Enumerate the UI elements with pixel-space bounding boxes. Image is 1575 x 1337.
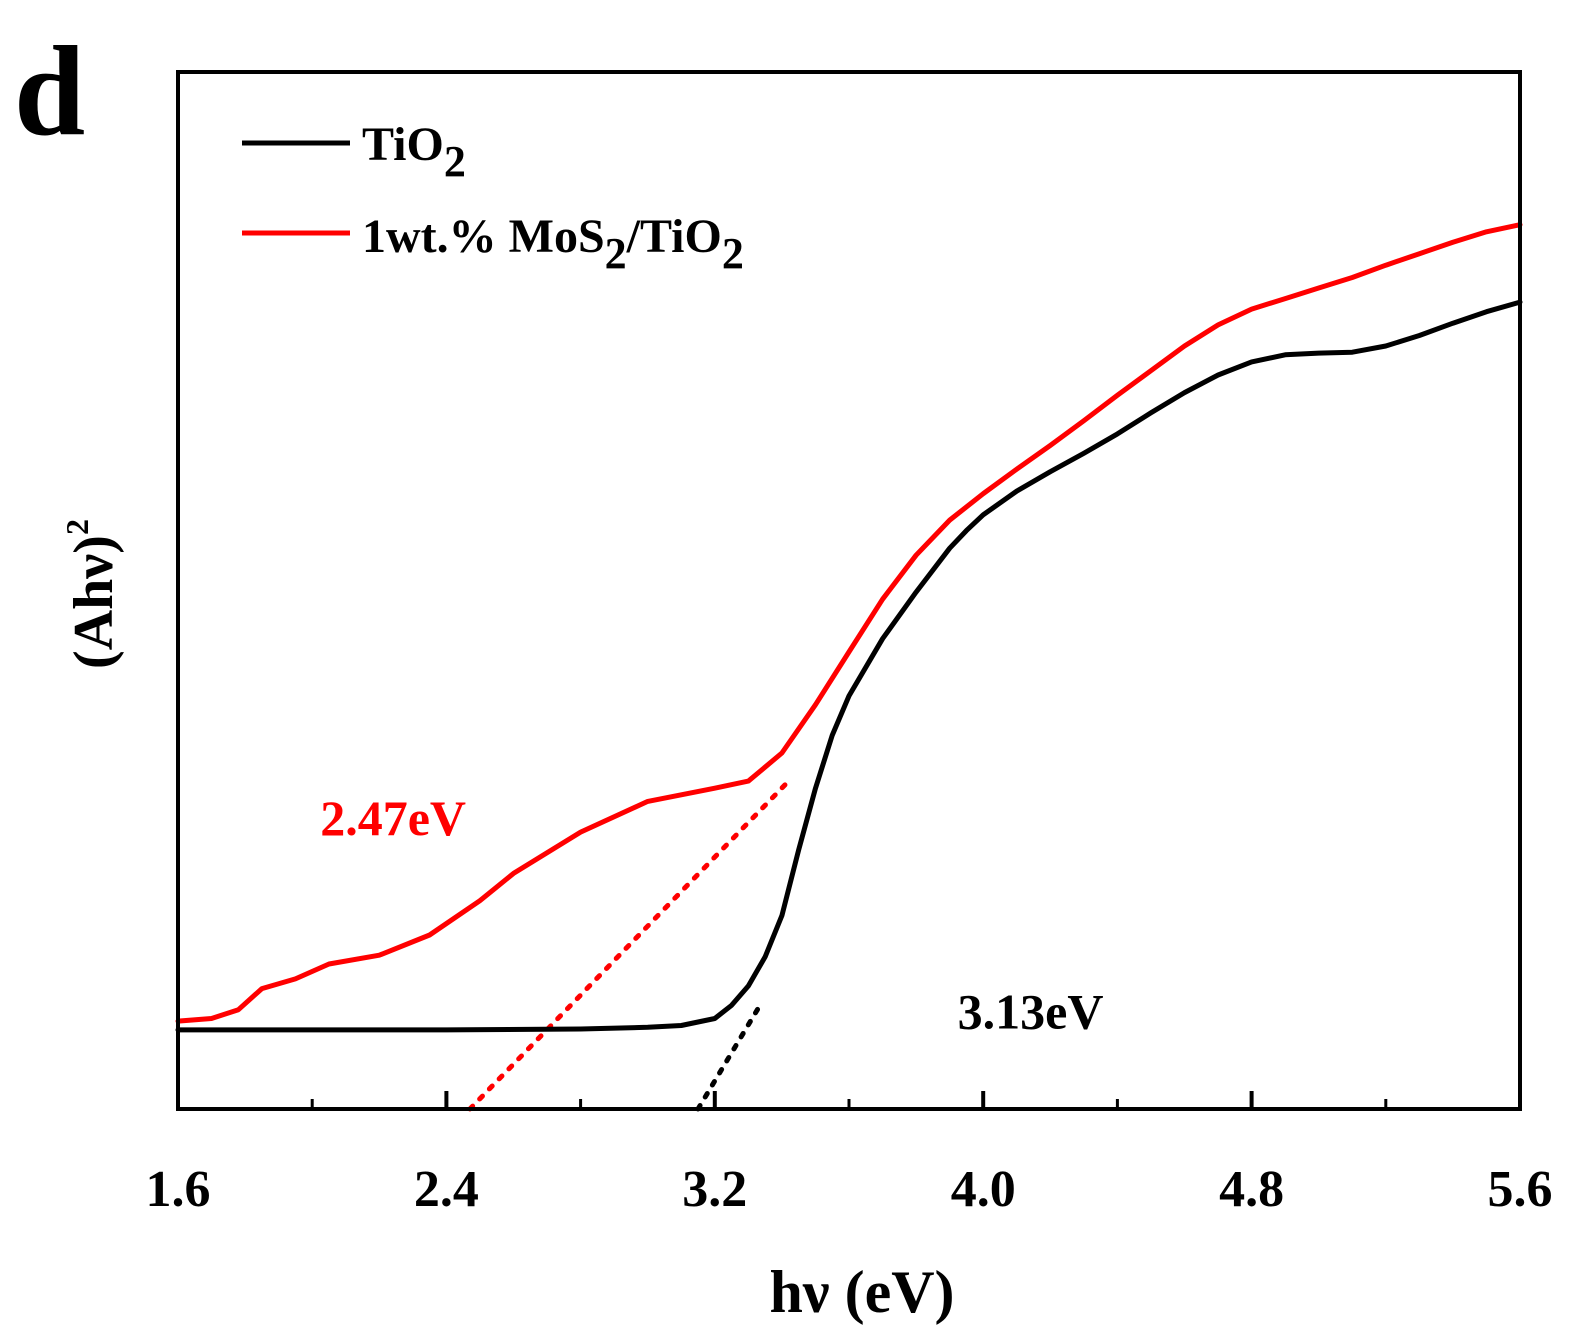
panel-label: d [14,20,85,162]
y-axis-label: (Ahν)2 [59,519,125,669]
legend-label-mos2-sub: 2 [605,229,627,278]
annotations: 2.47eV 3.13eV [320,790,1103,1039]
y-axis-label-superscript: 2 [59,519,95,535]
legend-label-tio2: TiO2 [362,118,466,186]
series-line-mos2-tio2 [175,222,1523,1024]
legend-label-mos2-main2: /TiO [626,210,722,263]
legend: TiO2 1wt.% MoS2/TiO2 [242,118,744,278]
x-tick-label: 4.0 [951,1161,1016,1218]
plot-area [175,222,1523,1112]
plot-frame [176,70,1522,1111]
x-tick-label: 4.8 [1219,1161,1284,1218]
legend-label-tio2-sub: 2 [444,137,466,186]
x-tick-label: 2.4 [414,1161,479,1218]
svg-text:(Ahν)2: (Ahν)2 [59,519,125,669]
tangent-line-0 [695,1005,761,1112]
x-axis-ticks: 1.6 2.4 3.2 4.0 4.8 5.6 [146,1091,1553,1218]
tangent-line-1 [467,778,792,1112]
legend-label-mos2-tio2: 1wt.% MoS2/TiO2 [362,210,744,278]
y-axis-label-main: (Ahν) [63,535,125,669]
series-line-tio2 [175,299,1523,1033]
annotation-bandgap-0: 2.47eV [320,790,466,846]
x-tick-label: 3.2 [682,1161,747,1218]
x-axis-label: hν (eV) [769,1259,954,1325]
legend-label-tio2-main: TiO [362,118,444,171]
annotation-bandgap-1: 3.13eV [958,983,1104,1039]
x-tick-label: 1.6 [146,1161,211,1218]
legend-label-mos2-main: 1wt.% MoS [362,210,605,263]
legend-label-mos2-sub2: 2 [722,229,744,278]
x-tick-label: 5.6 [1488,1161,1553,1218]
